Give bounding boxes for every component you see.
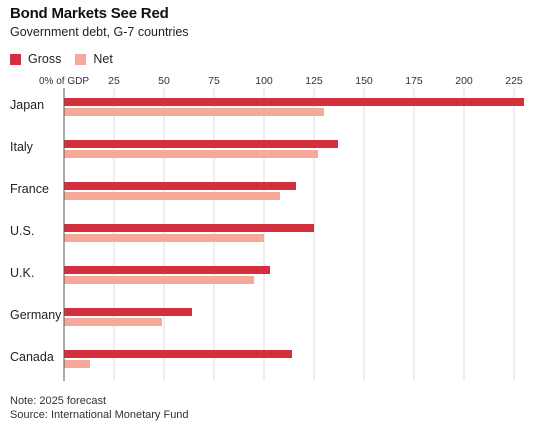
x-tick-label-75: 75 [208,75,220,87]
chart-note: Note: 2025 forecast [10,395,107,407]
bar-net-us [64,234,264,242]
bar-gross-france [64,182,296,190]
x-tick-label-175: 175 [405,75,423,87]
legend-swatch-net [75,53,87,65]
bar-gross-canada [64,350,292,358]
category-label-france: France [10,182,49,196]
category-label-uk: U.K. [10,266,34,280]
bar-gross-italy [64,140,338,148]
x-tick-label-125: 125 [305,75,323,87]
legend-item-gross: Gross [10,52,61,66]
x-tick-label-50: 50 [158,75,170,87]
category-label-germany: Germany [10,308,62,322]
x-tick-label-225: 225 [505,75,523,87]
x-tick-label-0: 0% of GDP [39,76,89,87]
x-tick-label-100: 100 [255,75,273,87]
legend-label-gross: Gross [28,52,62,66]
bar-net-uk [64,276,254,284]
notes: Note: 2025 forecast Source: Internationa… [10,394,189,422]
legend-swatch-gross [10,53,21,65]
chart-source: Source: International Monetary Fund [10,409,189,421]
chart-subtitle: Government debt, G-7 countries [10,25,189,39]
bar-gross-germany [64,308,192,316]
bar-gross-japan [64,98,524,106]
legend-label-net: Net [93,52,113,66]
bar-net-japan [64,108,324,116]
legend-item-net: Net [75,52,113,66]
x-tick-label-150: 150 [355,75,373,87]
category-label-us: U.S. [10,224,34,238]
legend: Gross Net [10,52,127,66]
bar-gross-us [64,224,314,232]
chart-title: Bond Markets See Red [10,5,169,22]
bar-net-italy [64,150,318,158]
bar-net-canada [64,360,90,368]
x-tick-label-200: 200 [455,75,473,87]
bar-gross-uk [64,266,270,274]
x-tick-label-25: 25 [108,75,120,87]
bar-net-france [64,192,280,200]
category-label-canada: Canada [10,350,54,364]
bar-net-germany [64,318,162,326]
category-label-italy: Italy [10,140,34,154]
category-label-japan: Japan [10,98,44,112]
